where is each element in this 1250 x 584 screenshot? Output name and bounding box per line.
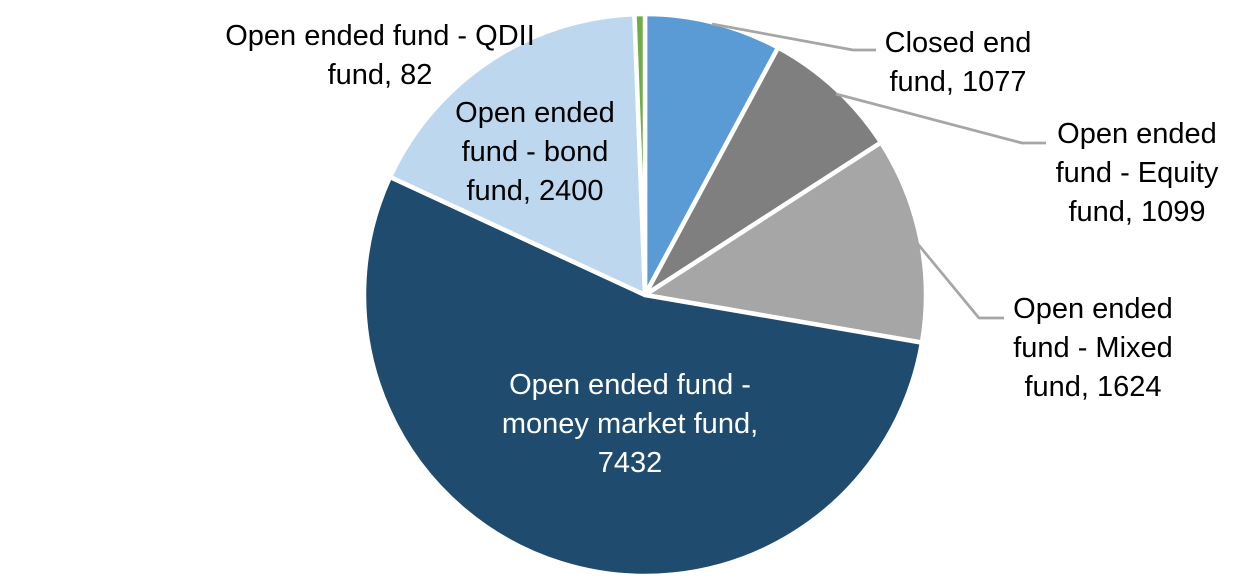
label-line: money market fund,: [501, 408, 759, 440]
label-bond-fund: Open ended fund - bond fund, 2400: [433, 94, 637, 211]
label-line: Open ended fund - QDII: [225, 20, 535, 52]
label-line: Open ended: [455, 97, 615, 129]
label-line: Open ended fund -: [509, 369, 751, 401]
label-line: fund, 1099: [1068, 196, 1206, 228]
label-line: fund - Mixed: [1013, 332, 1173, 364]
leader-line-closed-end-fund: [711, 22, 876, 52]
label-line: fund - bond: [461, 136, 609, 168]
label-line: Closed end: [884, 27, 1032, 59]
label-line: fund, 1077: [889, 66, 1027, 98]
pie-slice-money-market-fund: [361, 174, 925, 579]
label-line: Open ended: [1057, 118, 1217, 150]
leader-line-mixed-fund: [915, 242, 1004, 320]
label-line: fund, 82: [327, 59, 433, 91]
pie-slice-equity-fund: [642, 45, 884, 298]
leader-line-equity-fund: [835, 92, 1046, 145]
label-line: 7432: [597, 447, 663, 479]
pie-slice-closed-end-fund: [642, 11, 781, 298]
pie-slice-qdii-fund: [632, 11, 648, 298]
label-line: Open ended: [1013, 293, 1173, 325]
label-mixed-fund: Open ended fund - Mixed fund, 1624: [991, 290, 1195, 407]
label-line: fund - Equity: [1055, 157, 1219, 189]
label-line: fund, 1624: [1024, 371, 1162, 403]
label-money-market-fund: Open ended fund - money market fund, 743…: [470, 366, 790, 483]
label-line: fund, 2400: [466, 175, 604, 207]
pie-slice-mixed-fund: [642, 140, 929, 345]
label-equity-fund: Open ended fund - Equity fund, 1099: [1035, 115, 1239, 232]
label-closed-end-fund: Closed end fund, 1077: [856, 24, 1060, 102]
pie-slice-bond-fund: [387, 11, 648, 298]
label-qdii-fund: Open ended fund - QDII fund, 82: [180, 17, 580, 95]
